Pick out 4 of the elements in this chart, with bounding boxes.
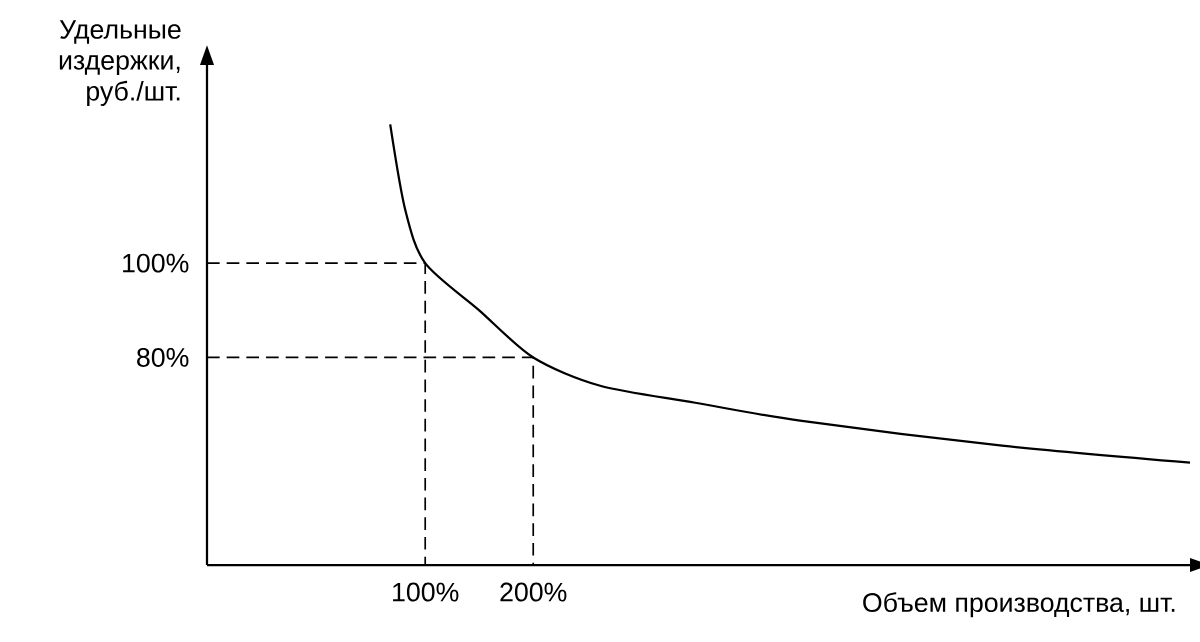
x-axis-title: Объем производства, шт. [863,592,1175,618]
y-tick-label: 80% [137,347,189,367]
x-tick-label: 200% [500,582,567,602]
y-axis-title: Удельные издержки, руб./шт. [59,20,181,106]
